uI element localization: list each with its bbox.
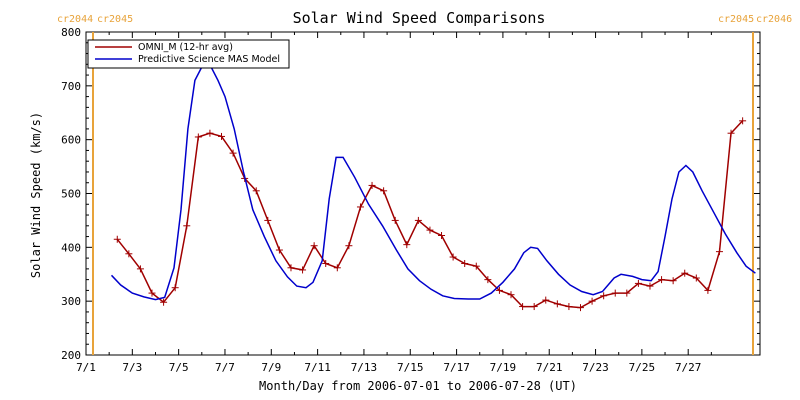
data-point-omni xyxy=(160,298,168,306)
carrington-label: cr2045 xyxy=(718,14,754,25)
data-point-omni xyxy=(217,132,225,140)
y-tick-label: 200 xyxy=(61,349,81,362)
data-point-omni xyxy=(414,216,422,224)
data-point-omni xyxy=(356,203,364,211)
data-point-omni xyxy=(438,231,446,239)
data-point-omni xyxy=(391,216,399,224)
legend-entry-mas: Predictive Science MAS Model xyxy=(138,54,280,65)
x-tick-label: 7/25 xyxy=(629,361,656,374)
data-point-omni xyxy=(171,284,179,292)
data-point-omni xyxy=(565,303,573,311)
x-tick-label: 7/17 xyxy=(443,361,470,374)
series-layer xyxy=(110,66,756,312)
data-point-omni xyxy=(183,222,191,230)
y-tick-label: 700 xyxy=(61,80,81,93)
carrington-labels: cr2044 cr2045 cr2045 cr2046 xyxy=(57,14,792,25)
data-point-omni xyxy=(461,259,469,267)
carrington-label: cr2046 xyxy=(756,14,792,25)
data-point-omni xyxy=(646,282,654,290)
data-point-omni xyxy=(345,242,353,250)
data-point-omni xyxy=(484,276,492,284)
data-point-omni xyxy=(322,259,330,267)
legend-box xyxy=(87,39,290,69)
data-point-omni xyxy=(449,253,457,261)
data-point-omni xyxy=(264,216,272,224)
x-tick-label: 7/9 xyxy=(261,361,281,374)
data-point-omni xyxy=(206,129,214,137)
data-point-omni xyxy=(715,248,723,256)
data-point-omni xyxy=(739,117,747,125)
x-tick-label: 7/5 xyxy=(169,361,189,374)
data-point-omni xyxy=(136,265,144,273)
x-tick-label: 7/11 xyxy=(304,361,331,374)
data-point-omni xyxy=(658,276,666,284)
data-point-omni xyxy=(588,297,596,305)
x-tick-label: 7/23 xyxy=(582,361,609,374)
x-tick-label: 7/13 xyxy=(351,361,378,374)
data-point-omni xyxy=(553,300,561,308)
x-axis-label: Month/Day from 2006-07-01 to 2006-07-28 … xyxy=(259,379,577,393)
data-point-omni xyxy=(380,187,388,195)
carrington-label: cr2044 xyxy=(57,14,93,25)
plot-frame xyxy=(85,31,761,356)
data-point-omni xyxy=(542,296,550,304)
y-tick-label: 400 xyxy=(61,241,81,254)
y-axis: 200 300 400 500 600 700 800 xyxy=(61,26,760,362)
data-point-omni xyxy=(275,246,283,254)
data-point-omni xyxy=(368,181,376,189)
x-tick-label: 7/27 xyxy=(675,361,702,374)
data-point-omni xyxy=(310,242,318,250)
data-point-omni xyxy=(426,226,434,234)
y-tick-label: 600 xyxy=(61,134,81,147)
data-point-omni xyxy=(611,289,619,297)
data-point-omni xyxy=(472,262,480,270)
x-tick-label: 7/7 xyxy=(215,361,235,374)
data-point-omni xyxy=(727,129,735,137)
data-point-omni xyxy=(252,187,260,195)
x-tick-label: 7/3 xyxy=(122,361,142,374)
x-tick-label: 7/15 xyxy=(397,361,424,374)
y-tick-label: 500 xyxy=(61,188,81,201)
data-point-omni xyxy=(576,304,584,312)
data-point-omni xyxy=(495,286,503,294)
data-point-omni xyxy=(148,289,156,297)
carrington-lines xyxy=(92,32,754,355)
data-point-omni xyxy=(287,264,295,272)
x-tick-label: 7/19 xyxy=(490,361,517,374)
data-point-omni xyxy=(403,241,411,249)
data-point-omni xyxy=(113,235,121,243)
data-point-omni xyxy=(600,292,608,300)
x-tick-label: 7/1 xyxy=(76,361,96,374)
data-point-omni xyxy=(530,303,538,311)
data-point-omni xyxy=(681,269,689,277)
data-point-omni xyxy=(692,274,700,282)
data-point-omni xyxy=(634,279,642,287)
data-point-omni xyxy=(333,264,341,272)
series-line-mas xyxy=(110,66,756,301)
data-point-omni xyxy=(623,289,631,297)
chart-title: Solar Wind Speed Comparisons xyxy=(293,9,546,27)
data-point-omni xyxy=(669,277,677,285)
data-point-omni xyxy=(507,291,515,299)
carrington-label: cr2045 xyxy=(97,14,133,25)
x-axis: 7/1 7/3 7/5 7/7 7/9 7/11 7/13 7/15 7/17 7/19 7/21 7… xyxy=(76,32,712,374)
data-point-omni xyxy=(229,149,237,157)
y-tick-label: 300 xyxy=(61,295,81,308)
x-tick-label: 7/21 xyxy=(536,361,563,374)
y-tick-label: 800 xyxy=(61,26,81,39)
data-point-omni xyxy=(125,250,133,258)
legend: OMNI_M (12-hr avg) Predictive Science MA… xyxy=(87,39,290,69)
data-point-omni xyxy=(519,303,527,311)
data-point-omni xyxy=(299,266,307,274)
legend-entry-omni: OMNI_M (12-hr avg) xyxy=(138,42,233,53)
series-line-omni xyxy=(116,120,744,309)
data-point-omni xyxy=(194,133,202,141)
data-point-omni xyxy=(704,286,712,294)
y-axis-label: Solar Wind Speed (km/s) xyxy=(29,112,43,278)
